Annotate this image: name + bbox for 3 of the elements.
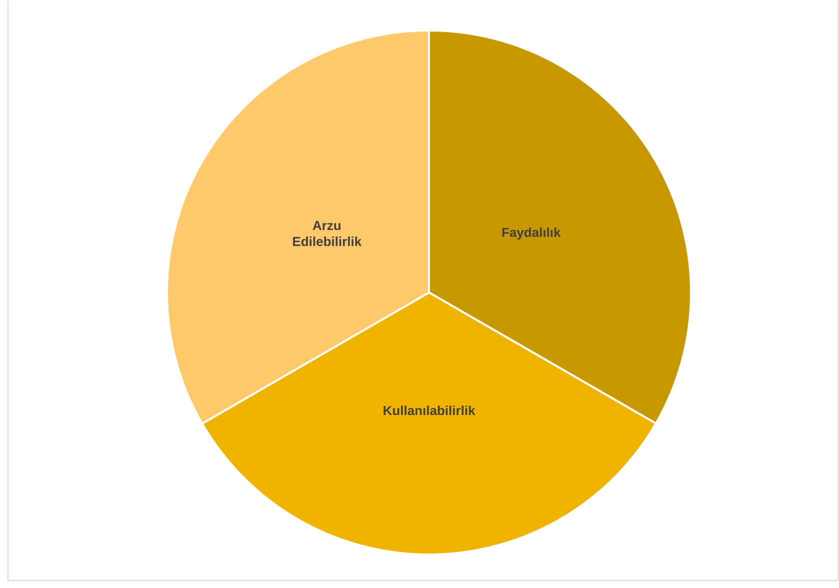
slice-label: Arzu Edilebilirlik	[293, 220, 362, 246]
slice-label: Faydalılık	[502, 227, 561, 240]
slice-label: Kullanılabilirlik	[384, 405, 476, 415]
